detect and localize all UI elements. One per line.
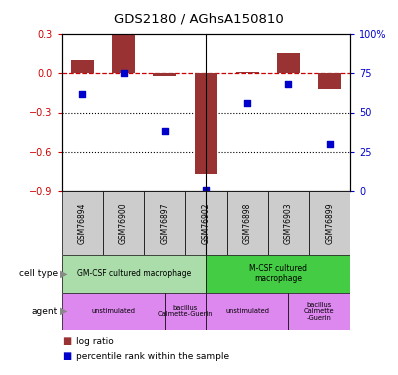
Text: GDS2180 / AGhsA150810: GDS2180 / AGhsA150810 <box>114 12 284 25</box>
Text: GM-CSF cultured macrophage: GM-CSF cultured macrophage <box>77 269 191 278</box>
Text: ■: ■ <box>62 351 71 361</box>
Bar <box>165 292 206 330</box>
Text: GSM76898: GSM76898 <box>243 202 252 244</box>
Bar <box>318 73 341 89</box>
Text: GSM76897: GSM76897 <box>160 202 169 244</box>
Text: cell type: cell type <box>19 269 58 278</box>
Bar <box>112 34 135 73</box>
Bar <box>144 191 185 255</box>
Bar <box>277 54 300 73</box>
Text: ▶: ▶ <box>60 269 67 279</box>
Point <box>120 70 127 76</box>
Bar <box>268 191 309 255</box>
Text: GSM76894: GSM76894 <box>78 202 87 244</box>
Bar <box>309 191 350 255</box>
Bar <box>62 255 206 292</box>
Point <box>203 187 209 193</box>
Bar <box>206 255 350 292</box>
Text: bacillus
Calmette
-Guerin: bacillus Calmette -Guerin <box>304 302 335 321</box>
Bar <box>236 72 259 73</box>
Point <box>162 128 168 134</box>
Text: bacillus
Calmette-Guerin: bacillus Calmette-Guerin <box>158 305 213 318</box>
Text: unstimulated: unstimulated <box>225 308 269 314</box>
Bar <box>226 191 268 255</box>
Text: unstimulated: unstimulated <box>91 308 135 314</box>
Bar <box>71 60 94 73</box>
Text: log ratio: log ratio <box>76 337 113 346</box>
Bar <box>153 73 176 76</box>
Bar <box>195 73 217 174</box>
Text: GSM76902: GSM76902 <box>201 202 211 244</box>
Point <box>79 91 86 97</box>
Text: agent: agent <box>31 307 58 316</box>
Bar <box>62 191 103 255</box>
Text: GSM76903: GSM76903 <box>284 202 293 244</box>
Bar <box>185 191 226 255</box>
Text: percentile rank within the sample: percentile rank within the sample <box>76 352 229 361</box>
Text: GSM76899: GSM76899 <box>325 202 334 244</box>
Text: ■: ■ <box>62 336 71 346</box>
Bar <box>103 191 144 255</box>
Point <box>326 141 333 147</box>
Text: GSM76900: GSM76900 <box>119 202 128 244</box>
Point <box>244 100 250 106</box>
Text: ▶: ▶ <box>60 306 67 316</box>
Text: M-CSF cultured
macrophage: M-CSF cultured macrophage <box>249 264 307 284</box>
Bar <box>62 292 165 330</box>
Bar <box>289 292 350 330</box>
Bar <box>206 292 289 330</box>
Point <box>285 81 292 87</box>
